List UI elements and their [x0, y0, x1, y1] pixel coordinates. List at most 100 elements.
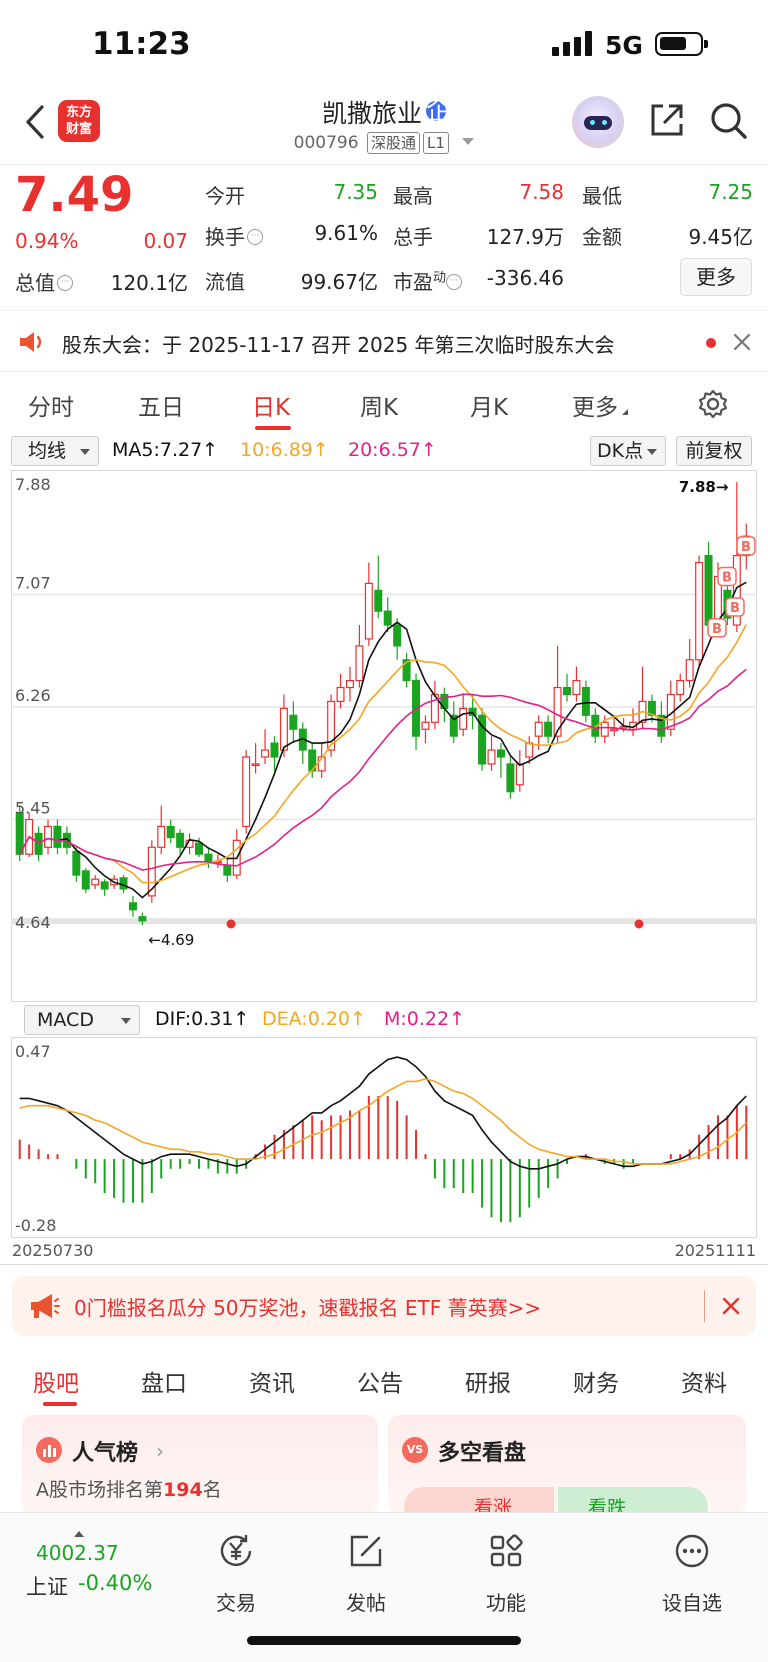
candle-body — [242, 756, 251, 828]
back-arrow-icon[interactable] — [22, 104, 48, 140]
eastmoney-logo[interactable]: 东方财富 — [58, 100, 100, 142]
candle-body — [591, 714, 600, 737]
dif-line — [19, 1056, 747, 1170]
signal-dot — [634, 919, 644, 929]
high-label: 最高 — [393, 184, 433, 208]
turnover-label: 换手 ··· — [205, 221, 263, 250]
edit-icon — [350, 1535, 382, 1567]
tab-notices[interactable]: 公告 — [357, 1371, 403, 1397]
range-band — [11, 918, 757, 925]
y-tick-label: 4.64 — [15, 913, 51, 932]
search-icon[interactable] — [708, 100, 750, 142]
stock-code-row[interactable]: 000796 深股通 L1 — [0, 132, 768, 154]
close-icon[interactable] — [733, 333, 751, 351]
candle-body — [223, 864, 232, 876]
bottom-navigation: 4002.37 上证 -0.40% 交易 发帖 功能 设自选 — [0, 1512, 768, 1662]
chevron-down-icon — [462, 138, 475, 151]
tab-weekly-k[interactable]: 周K — [360, 395, 399, 421]
candle-body — [685, 659, 694, 682]
index-widget[interactable]: 4002.37 上证 -0.40% — [22, 1531, 162, 1601]
tab-guba[interactable]: 股吧 — [33, 1371, 79, 1397]
candle-body — [195, 842, 203, 855]
candle-body — [166, 825, 175, 839]
more-arrow-icon — [622, 409, 628, 415]
nav-post[interactable]: 发帖 — [316, 1531, 416, 1615]
tab-monthly-k[interactable]: 月K — [470, 395, 509, 421]
candle-body — [34, 832, 43, 855]
high-value: 7.58 — [519, 180, 564, 204]
tab-profile[interactable]: 资料 — [681, 1371, 727, 1397]
dea-line — [19, 1078, 747, 1165]
info-icon[interactable]: ··· — [247, 229, 263, 245]
candle-body — [647, 700, 656, 716]
speaker-icon — [20, 332, 42, 352]
more-dots-icon — [675, 1534, 709, 1568]
bull-button[interactable]: 看涨 — [404, 1487, 554, 1515]
volume-value: 127.9万 — [486, 225, 564, 249]
tab-five-day[interactable]: 五日 — [138, 395, 184, 421]
share-icon[interactable] — [647, 100, 687, 140]
candle-body — [600, 721, 609, 737]
sentiment-card[interactable]: VS 多空看盘 看涨 看跌 — [388, 1415, 746, 1515]
news-ticker[interactable]: 股东大会：于 2025-11-17 召开 2025 年第三次临时股东大会 — [0, 310, 768, 372]
tab-intraday[interactable]: 分时 — [28, 395, 74, 421]
dk-selector[interactable]: DK点 — [590, 436, 666, 466]
caret-up-icon — [74, 1531, 84, 1537]
pe-label: 市盈动 ··· — [393, 266, 463, 295]
candle-body — [525, 742, 534, 758]
chevron-right-icon: › — [156, 1439, 164, 1463]
ma10-line — [18, 624, 748, 884]
candle-body — [317, 756, 326, 772]
buy-marker-label: B — [730, 601, 740, 616]
tab-more[interactable]: 更多 — [572, 388, 628, 422]
more-quote-button[interactable]: 更多 — [680, 258, 752, 296]
ma-selector[interactable]: 均线 — [11, 436, 99, 466]
candle-body — [53, 825, 62, 848]
settings-gear-icon[interactable] — [697, 388, 729, 420]
candle-body — [147, 846, 156, 897]
candle-body — [459, 707, 468, 730]
chart-bars-icon — [36, 1437, 62, 1463]
candle-body — [449, 714, 458, 737]
candle-body — [553, 686, 562, 737]
candle-body — [610, 728, 619, 732]
tab-daily-k[interactable]: 日K — [252, 395, 291, 421]
home-indicator — [247, 1636, 521, 1645]
candle-body — [657, 714, 666, 737]
y-tick-label: 6.26 — [15, 686, 51, 705]
open-value: 7.35 — [333, 180, 378, 204]
popularity-card[interactable]: 人气榜 › A股市场排名第194名 — [22, 1415, 378, 1515]
vs-icon: VS — [402, 1437, 428, 1463]
level-tag: L1 — [423, 132, 449, 154]
bear-button[interactable]: 看跌 — [558, 1487, 708, 1515]
adjust-button[interactable]: 前复权 — [676, 436, 752, 466]
nav-trade[interactable]: 交易 — [186, 1531, 286, 1615]
tab-research[interactable]: 研报 — [465, 1371, 511, 1397]
candle-body — [355, 645, 364, 682]
ai-assistant-icon[interactable] — [572, 96, 624, 148]
macd-chart[interactable]: 0.47 -0.28 — [11, 1037, 757, 1238]
candle-body — [327, 700, 336, 751]
tab-finance[interactable]: 财务 — [573, 1371, 619, 1397]
amount-label: 金额 — [582, 225, 622, 249]
index-value: 4002.37 — [36, 1541, 119, 1565]
candle-body — [204, 853, 213, 862]
promo-banner[interactable]: 0门槛报名瓜分 50万奖池，速戳报名 ETF 菁英赛>> — [12, 1276, 756, 1336]
ma5-value: MA5:7.27↑ — [112, 439, 219, 461]
nav-functions[interactable]: 功能 — [456, 1531, 556, 1615]
candle-body — [251, 763, 260, 767]
macd-selector[interactable]: MACD — [24, 1005, 140, 1035]
nav-watchlist[interactable]: 设自选 — [642, 1531, 742, 1615]
candle-body — [402, 659, 411, 682]
info-icon[interactable]: ··· — [446, 274, 463, 290]
tab-news[interactable]: 资讯 — [249, 1371, 295, 1397]
candle-body — [289, 714, 298, 730]
index-name: 上证 — [26, 1575, 68, 1599]
candle-body — [383, 610, 392, 626]
close-icon[interactable] — [722, 1297, 740, 1315]
tab-pankou[interactable]: 盘口 — [141, 1371, 187, 1397]
float-value: 99.67亿 — [300, 270, 378, 294]
info-icon[interactable]: ··· — [57, 275, 73, 291]
buy-marker-label: B — [741, 540, 751, 555]
